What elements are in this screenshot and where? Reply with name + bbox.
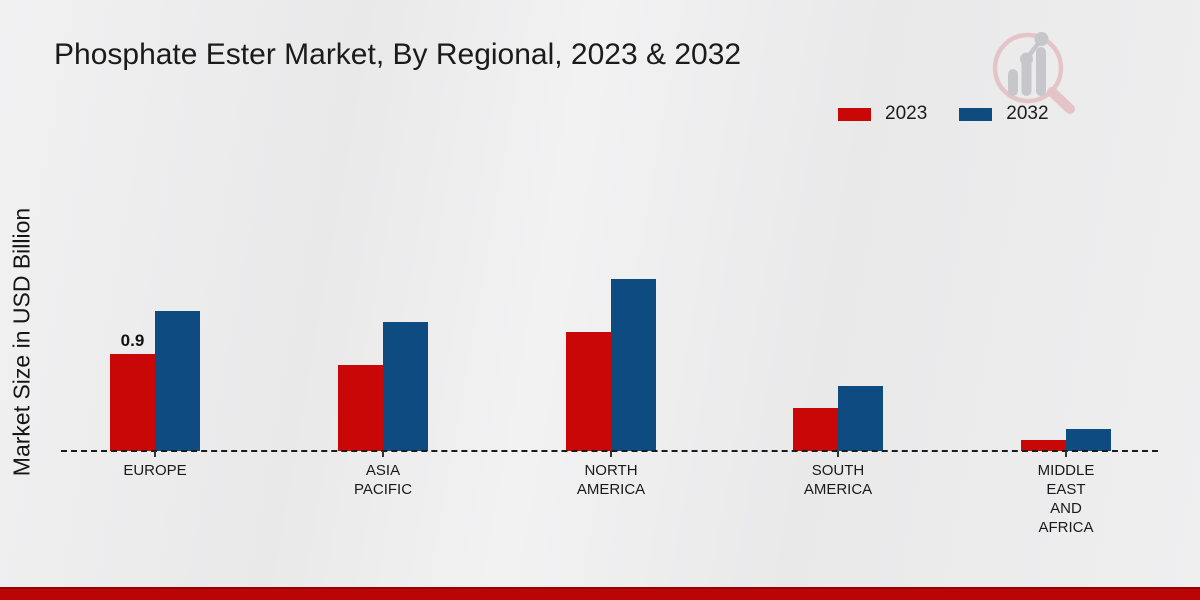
x-axis-label-north-america: NORTH AMERICA — [576, 462, 646, 498]
legend-swatch-2023 — [838, 107, 871, 121]
legend-label-2023: 2023 — [885, 103, 928, 124]
legend-item-2023: 2023 — [838, 103, 927, 125]
legend: 2023 2032 — [838, 103, 1049, 125]
legend-item-2032: 2032 — [959, 103, 1049, 125]
x-axis-label-middle-east-and-africa: MIDDLE EAST AND AFRICA — [1037, 462, 1095, 536]
bar-2032-asia-pacific — [383, 322, 428, 451]
legend-swatch-2032 — [959, 107, 993, 121]
x-axis-tick-north-america — [610, 451, 612, 457]
x-axis-label-europe: EUROPE — [123, 462, 187, 479]
bar-2023-europe — [110, 354, 155, 451]
bar-value-label: 0.9 — [120, 331, 145, 350]
bar-2032-middle-east-and-africa — [1066, 429, 1111, 451]
bar-2023-north-america — [566, 332, 611, 451]
bar-2032-north-america — [611, 279, 656, 451]
magnifier-chart-logo-icon — [992, 32, 1075, 114]
bar-2023-asia-pacific — [338, 365, 383, 451]
bar-2032-europe — [155, 311, 200, 451]
bar-2023-south-america — [793, 408, 838, 451]
x-axis-tick-europe — [154, 451, 156, 457]
bar-2032-south-america — [838, 386, 883, 451]
x-axis-tick-asia-pacific — [382, 451, 384, 457]
x-axis-tick-south-america — [837, 451, 839, 457]
x-axis-label-asia-pacific: ASIA PACIFIC — [353, 462, 413, 498]
legend-label-2032: 2032 — [1006, 103, 1049, 124]
x-axis-tick-middle-east-and-africa — [1065, 451, 1067, 457]
footer-accent-bar — [0, 587, 1200, 600]
bar-2023-middle-east-and-africa — [1021, 440, 1066, 451]
x-axis-label-south-america: SOUTH AMERICA — [803, 462, 873, 498]
plot-area: EUROPE ASIA PACIFIC NORTH AMERICA SOUTH AME… — [60, 150, 1170, 536]
y-axis-label: Market Size in USD Billion — [8, 207, 35, 477]
x-axis-baseline — [61, 450, 1158, 452]
chart-title: Phosphate Ester Market, By Regional, 202… — [54, 38, 742, 71]
